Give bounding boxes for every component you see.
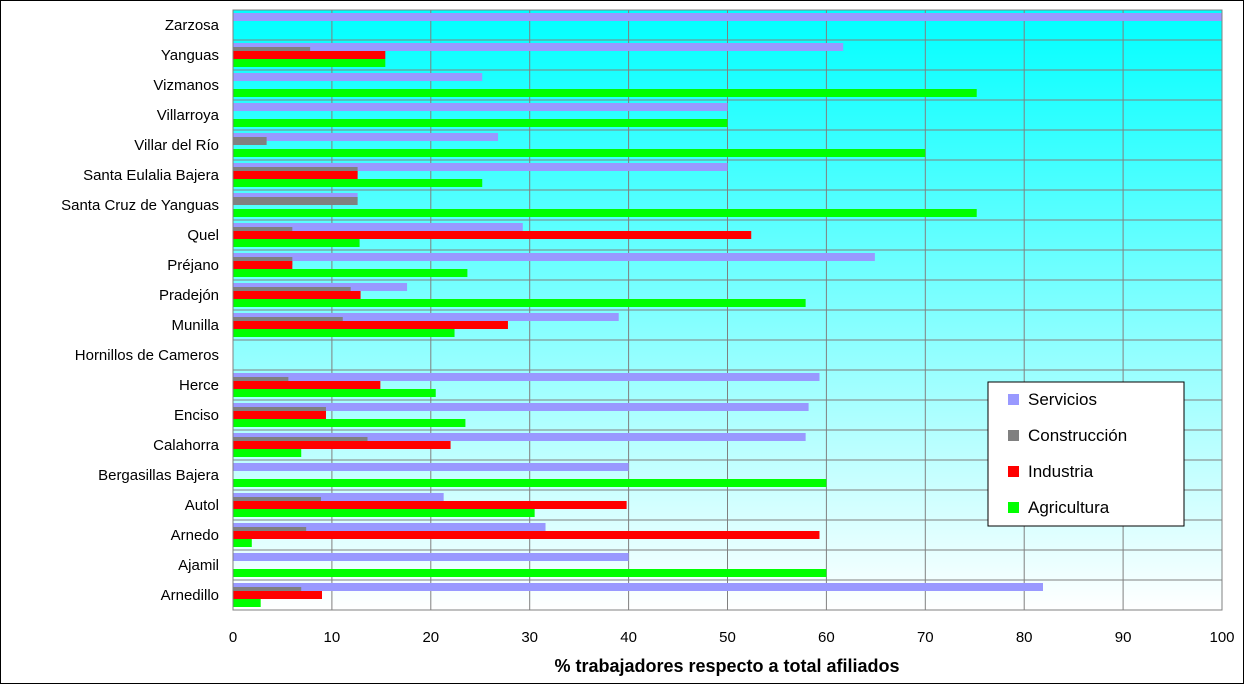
bar-servicios bbox=[233, 433, 806, 441]
bar-agricultura bbox=[233, 179, 483, 187]
bar-servicios bbox=[233, 43, 844, 51]
category-label: Préjano bbox=[167, 257, 219, 274]
x-tick-label: 0 bbox=[229, 629, 237, 646]
category-label: Herce bbox=[179, 377, 219, 394]
legend-swatch bbox=[1008, 502, 1019, 513]
bar-agricultura bbox=[233, 59, 386, 67]
category-label: Villar del Río bbox=[134, 137, 219, 154]
bar-servicios bbox=[233, 583, 1043, 591]
x-tick-label: 60 bbox=[818, 629, 835, 646]
category-label: Santa Eulalia Bajera bbox=[83, 167, 220, 184]
category-label: Santa Cruz de Yanguas bbox=[61, 197, 219, 214]
bar-construccion bbox=[233, 137, 267, 145]
category-label: Yanguas bbox=[161, 47, 219, 64]
x-tick-label: 90 bbox=[1115, 629, 1132, 646]
x-tick-labels: 0 10 20 30 40 50 60 70 80 90 100 bbox=[229, 629, 1235, 646]
bar-agricultura bbox=[233, 449, 302, 457]
bar-agricultura bbox=[233, 239, 360, 247]
bar-industria bbox=[233, 321, 508, 329]
legend: Servicios Construcción Industria Agricultur… bbox=[987, 381, 1185, 527]
bar-agricultura bbox=[233, 269, 468, 277]
bar-construccion bbox=[233, 197, 358, 205]
category-label: Pradejón bbox=[159, 287, 219, 304]
category-label: Hornillos de Cameros bbox=[75, 347, 219, 364]
bar-agricultura bbox=[233, 569, 827, 577]
category-label: Arnedillo bbox=[161, 587, 219, 604]
bar-servicios bbox=[233, 223, 523, 231]
category-label: Autol bbox=[185, 497, 219, 514]
category-label: Zarzosa bbox=[165, 17, 220, 34]
bar-industria bbox=[233, 51, 386, 59]
bar-servicios bbox=[233, 403, 809, 411]
bar-agricultura bbox=[233, 599, 261, 607]
bar-servicios bbox=[233, 103, 728, 111]
bar-servicios bbox=[233, 13, 1222, 21]
x-axis-title: % trabajadores respecto a total afiliado… bbox=[554, 656, 899, 676]
bar-industria bbox=[233, 171, 358, 179]
legend-swatch bbox=[1008, 394, 1019, 405]
bar-agricultura bbox=[233, 119, 728, 127]
x-tick-label: 10 bbox=[324, 629, 341, 646]
bar-servicios bbox=[233, 73, 483, 81]
bar-servicios bbox=[233, 493, 444, 501]
legend-swatch bbox=[1008, 430, 1019, 441]
category-label: Bergasillas Bajera bbox=[98, 467, 220, 484]
bar-agricultura bbox=[233, 539, 252, 547]
bar-industria bbox=[233, 261, 293, 269]
bar-industria bbox=[233, 411, 326, 419]
bar-agricultura bbox=[233, 149, 926, 157]
bar-industria bbox=[233, 231, 752, 239]
bar-agricultura bbox=[233, 209, 977, 217]
bar-industria bbox=[233, 591, 323, 599]
bar-industria bbox=[233, 501, 627, 509]
bar-servicios bbox=[233, 163, 728, 171]
legend-label: Servicios bbox=[1028, 390, 1097, 409]
legend-swatch bbox=[1008, 466, 1019, 477]
bar-agricultura bbox=[233, 299, 806, 307]
bar-servicios bbox=[233, 313, 619, 321]
plot-border bbox=[232, 9, 1223, 611]
category-label: Arnedo bbox=[171, 527, 219, 544]
bar-agricultura bbox=[233, 89, 977, 97]
x-tick-label: 70 bbox=[917, 629, 934, 646]
bar-industria bbox=[233, 381, 381, 389]
x-tick-label: 20 bbox=[422, 629, 439, 646]
bar-agricultura bbox=[233, 479, 827, 487]
bar-industria bbox=[233, 291, 361, 299]
bar-agricultura bbox=[233, 389, 436, 397]
bar-servicios bbox=[233, 463, 629, 471]
bar-agricultura bbox=[233, 329, 455, 337]
bar-industria bbox=[233, 441, 451, 449]
category-label: Calahorra bbox=[153, 437, 220, 454]
category-label: Munilla bbox=[171, 317, 219, 334]
bar-servicios bbox=[233, 373, 820, 381]
legend-label: Construcción bbox=[1028, 426, 1127, 445]
bar-servicios bbox=[233, 553, 629, 561]
category-label: Ajamil bbox=[178, 557, 219, 574]
category-label: Enciso bbox=[174, 407, 219, 424]
bars bbox=[233, 13, 1222, 607]
bar-servicios bbox=[233, 133, 499, 141]
x-tick-label: 100 bbox=[1209, 629, 1234, 646]
bar-industria bbox=[233, 531, 820, 539]
legend-label: Industria bbox=[1028, 462, 1094, 481]
category-label: Quel bbox=[187, 227, 219, 244]
legend-box bbox=[987, 381, 1185, 527]
x-tick-label: 80 bbox=[1016, 629, 1033, 646]
bar-agricultura bbox=[233, 419, 466, 427]
x-tick-label: 40 bbox=[620, 629, 637, 646]
bar-agricultura bbox=[233, 509, 535, 517]
bar-servicios bbox=[233, 523, 546, 531]
bar-servicios bbox=[233, 253, 875, 261]
legend-label: Agricultura bbox=[1028, 498, 1110, 517]
x-tick-label: 50 bbox=[719, 629, 736, 646]
x-tick-label: 30 bbox=[521, 629, 538, 646]
category-labels: Zarzosa Yanguas Vizmanos Villarroya Villar d… bbox=[61, 17, 220, 604]
category-label: Vizmanos bbox=[153, 77, 219, 94]
category-label: Villarroya bbox=[157, 107, 220, 124]
